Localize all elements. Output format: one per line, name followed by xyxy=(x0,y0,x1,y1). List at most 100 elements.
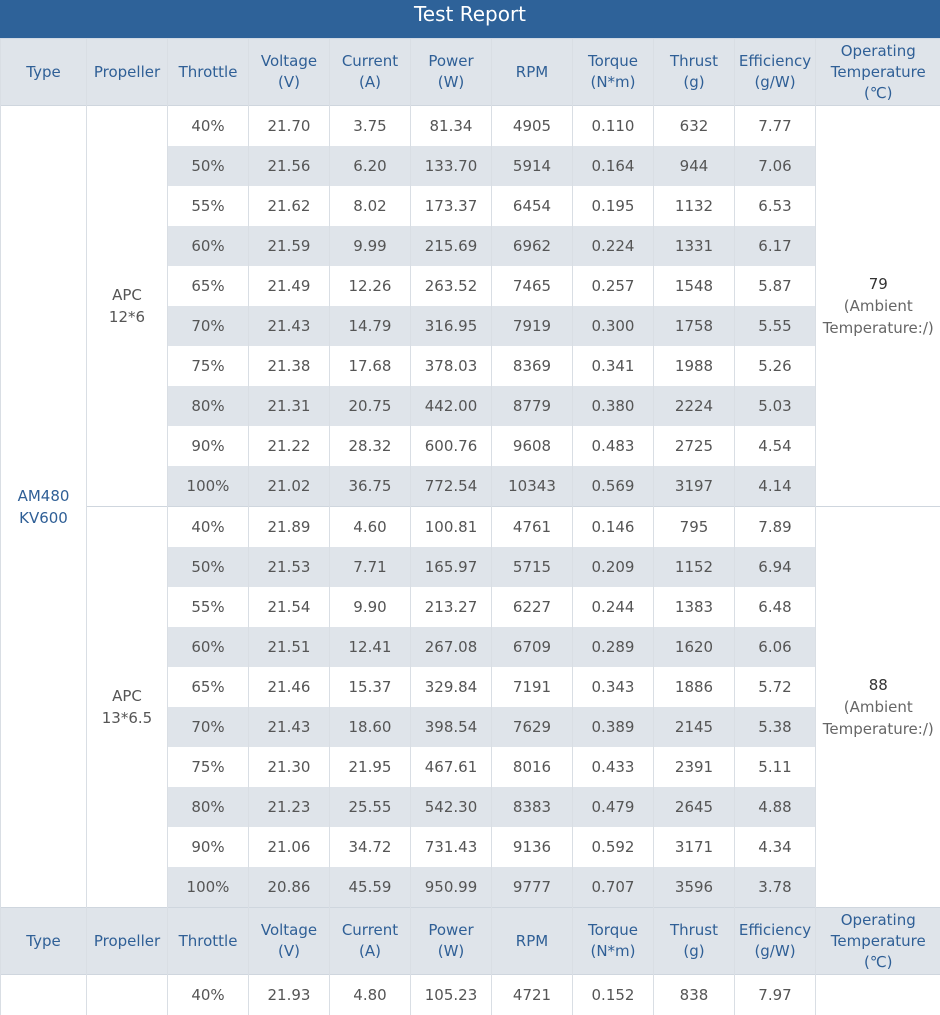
header-current-line: (A) xyxy=(330,72,410,93)
cell-power: 378.03 xyxy=(411,346,492,386)
cell-throttle: 90% xyxy=(168,426,249,466)
cell-efficiency: 5.55 xyxy=(735,306,816,346)
header-torque-line: Torque xyxy=(573,920,653,941)
motor-type-cell xyxy=(1,975,87,1015)
cell-rpm: 9777 xyxy=(492,867,573,908)
cell-current: 3.75 xyxy=(330,106,411,147)
cell-torque: 0.380 xyxy=(573,386,654,426)
header-temperature-line: Operating xyxy=(816,41,940,62)
header-temperature-line: Temperature xyxy=(816,62,940,83)
header-propeller: Propeller xyxy=(87,908,168,975)
cell-rpm: 8369 xyxy=(492,346,573,386)
header-current-line: Current xyxy=(330,51,410,72)
cell-thrust: 1886 xyxy=(654,667,735,707)
cell-current: 8.02 xyxy=(330,186,411,226)
cell-power: 263.52 xyxy=(411,266,492,306)
cell-current: 12.41 xyxy=(330,627,411,667)
propeller-cell-line: 13*6.5 xyxy=(87,707,167,729)
cell-thrust: 1132 xyxy=(654,186,735,226)
cell-thrust: 3171 xyxy=(654,827,735,867)
cell-voltage: 21.46 xyxy=(249,667,330,707)
cell-thrust: 2224 xyxy=(654,386,735,426)
cell-thrust: 838 xyxy=(654,975,735,1015)
cell-power: 731.43 xyxy=(411,827,492,867)
cell-current: 45.59 xyxy=(330,867,411,908)
cell-thrust: 2391 xyxy=(654,747,735,787)
cell-voltage: 21.62 xyxy=(249,186,330,226)
cell-efficiency: 5.72 xyxy=(735,667,816,707)
cell-torque: 0.209 xyxy=(573,547,654,587)
cell-rpm: 8383 xyxy=(492,787,573,827)
cell-throttle: 55% xyxy=(168,587,249,627)
report-title: Test Report xyxy=(0,0,940,39)
header-throttle: Throttle xyxy=(168,908,249,975)
cell-thrust: 1988 xyxy=(654,346,735,386)
cell-torque: 0.224 xyxy=(573,226,654,266)
cell-efficiency: 4.54 xyxy=(735,426,816,466)
cell-throttle: 40% xyxy=(168,975,249,1015)
cell-current: 17.68 xyxy=(330,346,411,386)
cell-torque: 0.244 xyxy=(573,587,654,627)
cell-rpm: 7191 xyxy=(492,667,573,707)
cell-voltage: 21.43 xyxy=(249,707,330,747)
ambient-temperature-note: (Ambient xyxy=(816,295,940,317)
header-temperature-line: Temperature xyxy=(816,931,940,952)
cell-voltage: 21.31 xyxy=(249,386,330,426)
motor-type-cell-line: AM480 xyxy=(1,485,86,507)
header-type: Type xyxy=(1,39,87,106)
cell-torque: 0.433 xyxy=(573,747,654,787)
cell-rpm: 9136 xyxy=(492,827,573,867)
header-torque: Torque(N*m) xyxy=(573,908,654,975)
cell-power: 329.84 xyxy=(411,667,492,707)
cell-thrust: 632 xyxy=(654,106,735,147)
header-torque-line: (N*m) xyxy=(573,72,653,93)
cell-voltage: 21.49 xyxy=(249,266,330,306)
cell-efficiency: 6.94 xyxy=(735,547,816,587)
header-power: Power(W) xyxy=(411,908,492,975)
cell-rpm: 7629 xyxy=(492,707,573,747)
cell-throttle: 55% xyxy=(168,186,249,226)
cell-efficiency: 5.26 xyxy=(735,346,816,386)
cell-efficiency: 5.03 xyxy=(735,386,816,426)
header-type: Type xyxy=(1,908,87,975)
cell-thrust: 3596 xyxy=(654,867,735,908)
cell-torque: 0.592 xyxy=(573,827,654,867)
cell-throttle: 60% xyxy=(168,226,249,266)
cell-torque: 0.257 xyxy=(573,266,654,306)
cell-voltage: 20.86 xyxy=(249,867,330,908)
header-power-line: (W) xyxy=(411,941,491,962)
cell-voltage: 21.89 xyxy=(249,507,330,548)
cell-throttle: 100% xyxy=(168,466,249,507)
operating-temperature-cell xyxy=(816,975,940,1015)
header-efficiency: Efficiency(g/W) xyxy=(735,39,816,106)
cell-voltage: 21.54 xyxy=(249,587,330,627)
ambient-temperature-note: Temperature:/) xyxy=(816,718,940,740)
cell-torque: 0.195 xyxy=(573,186,654,226)
header-thrust: Thrust(g) xyxy=(654,908,735,975)
header-torque-line: (N*m) xyxy=(573,941,653,962)
header-rpm: RPM xyxy=(492,39,573,106)
motor-type-cell-line: KV600 xyxy=(1,507,86,529)
header-efficiency-line: (g/W) xyxy=(735,72,815,93)
cell-efficiency: 7.97 xyxy=(735,975,816,1015)
cell-torque: 0.164 xyxy=(573,146,654,186)
cell-power: 467.61 xyxy=(411,747,492,787)
cell-power: 542.30 xyxy=(411,787,492,827)
header-current-line: Current xyxy=(330,920,410,941)
cell-torque: 0.110 xyxy=(573,106,654,147)
cell-power: 398.54 xyxy=(411,707,492,747)
header-thrust-line: Thrust xyxy=(654,920,734,941)
cell-voltage: 21.93 xyxy=(249,975,330,1015)
header-torque-line: Torque xyxy=(573,51,653,72)
cell-throttle: 80% xyxy=(168,787,249,827)
temperature-value: 88 xyxy=(816,674,940,696)
header-thrust-line: (g) xyxy=(654,941,734,962)
cell-rpm: 4721 xyxy=(492,975,573,1015)
cell-thrust: 795 xyxy=(654,507,735,548)
propeller-cell-line: APC xyxy=(87,685,167,707)
header-voltage-line: Voltage xyxy=(249,920,329,941)
